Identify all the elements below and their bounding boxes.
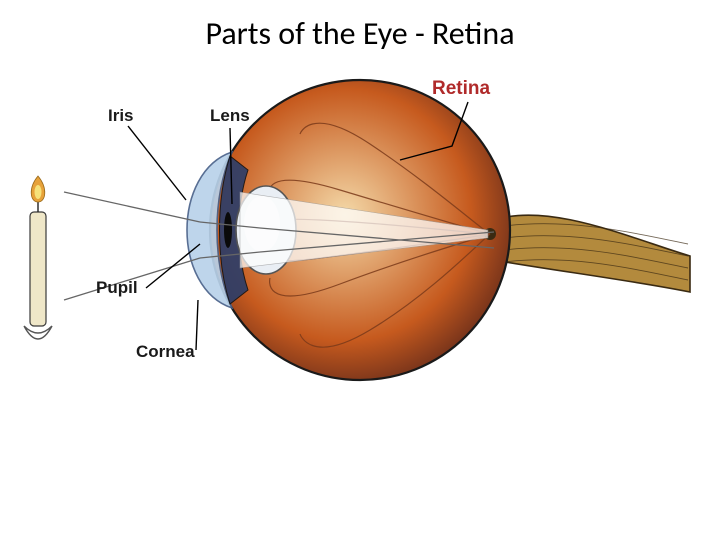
label-lens: Lens [210,106,250,126]
label-retina: Retina [432,78,490,100]
diagram-stage: Parts of the Eye - Retina Retina Iris Le… [0,0,720,540]
label-iris: Iris [108,106,134,126]
eye-diagram-svg [0,0,720,540]
label-pupil: Pupil [96,278,138,298]
label-cornea: Cornea [136,342,195,362]
